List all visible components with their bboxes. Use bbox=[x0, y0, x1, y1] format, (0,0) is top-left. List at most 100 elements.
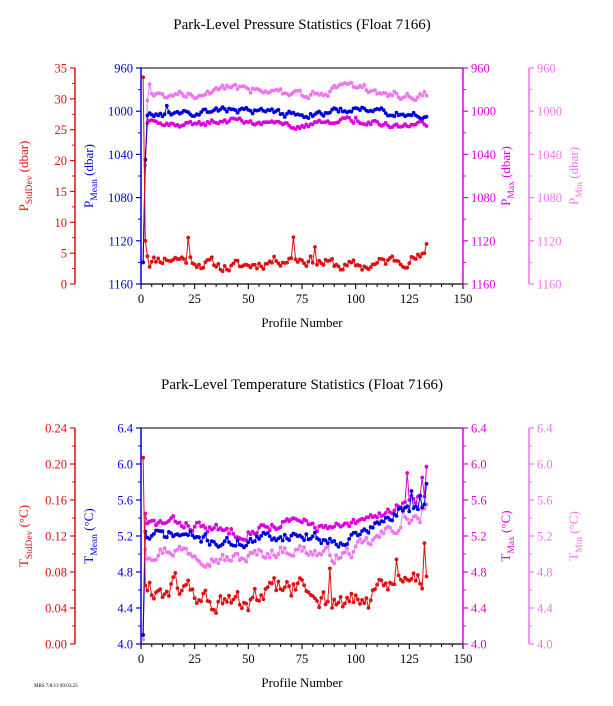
max-data-point bbox=[207, 525, 212, 530]
mean-data-point bbox=[199, 540, 204, 544]
min-data-point bbox=[225, 554, 229, 559]
stddev-data-point bbox=[328, 566, 332, 571]
min-axis-label: PMin (dbar) bbox=[566, 147, 585, 205]
stddev-data-point bbox=[396, 573, 401, 578]
stddev-data-point bbox=[315, 262, 319, 267]
max-data-point bbox=[383, 511, 388, 515]
mean-data-point bbox=[411, 110, 416, 115]
axis-label-main: P bbox=[566, 198, 581, 205]
stddev-data-point bbox=[418, 581, 422, 586]
stddev-data-point bbox=[317, 605, 322, 610]
stddev-data-point bbox=[396, 259, 401, 264]
mean-data-point bbox=[160, 529, 165, 534]
max-tick-label: 1160 bbox=[471, 278, 496, 292]
min-data-point bbox=[403, 94, 407, 99]
min-tick-label: 1080 bbox=[537, 191, 562, 205]
min-data-point bbox=[321, 549, 326, 553]
axis-label-main: T bbox=[81, 556, 96, 564]
max-data-point bbox=[375, 120, 379, 124]
max-tick-label: 6.4 bbox=[471, 422, 487, 436]
min-data-point bbox=[259, 549, 264, 554]
min-data-point bbox=[345, 546, 349, 551]
min-tick-label: 960 bbox=[537, 62, 556, 76]
stddev-data-point bbox=[295, 260, 300, 264]
stddev-data-point bbox=[152, 596, 156, 601]
max-tick-label: 5.6 bbox=[471, 494, 487, 508]
stddev-data-point bbox=[381, 257, 386, 262]
mean-data-point bbox=[207, 543, 212, 547]
mean-data-point bbox=[222, 539, 227, 544]
stddev-data-point bbox=[319, 596, 324, 600]
stddev-data-point bbox=[141, 75, 146, 80]
min-data-point bbox=[278, 545, 283, 550]
stddev-data-point bbox=[295, 581, 300, 586]
min-data-point bbox=[270, 548, 274, 553]
mean-data-point bbox=[319, 541, 324, 546]
max-data-point bbox=[323, 523, 328, 528]
mean-data-point bbox=[158, 111, 163, 116]
min-data-point bbox=[355, 539, 360, 544]
stddev-data-point bbox=[145, 254, 150, 259]
max-data-point bbox=[403, 500, 407, 504]
min-data-point bbox=[418, 520, 422, 525]
max-data-point bbox=[278, 525, 283, 529]
min-tick-label: 6.4 bbox=[537, 422, 553, 436]
min-data-point bbox=[184, 95, 189, 99]
x-tick-label: 0 bbox=[138, 652, 144, 666]
stddev-data-point bbox=[261, 267, 266, 271]
stddev-data-point bbox=[315, 599, 319, 603]
mean-data-point bbox=[420, 505, 425, 510]
stddev-data-point bbox=[186, 578, 191, 583]
mean-series bbox=[141, 481, 429, 637]
max-data-point bbox=[306, 124, 311, 129]
axis-label-unit: (°C) bbox=[16, 505, 31, 531]
max-tick-label: 5.2 bbox=[471, 530, 487, 544]
stddev-data-point bbox=[218, 594, 223, 598]
mean-data-point bbox=[203, 532, 208, 536]
min-data-point bbox=[246, 553, 251, 558]
stddev-data-point bbox=[209, 255, 214, 260]
stddev-data-point bbox=[171, 575, 176, 580]
min-data-point bbox=[405, 91, 410, 96]
mean-data-point bbox=[212, 540, 216, 544]
mean-series bbox=[141, 103, 429, 265]
min-data-point bbox=[325, 94, 330, 98]
stddev-data-point bbox=[182, 257, 186, 261]
stddev-data-point bbox=[235, 258, 240, 263]
stddev-data-point bbox=[194, 265, 199, 270]
stddev-data-point bbox=[199, 599, 204, 604]
mean-data-point bbox=[424, 114, 429, 119]
stddev-data-point bbox=[222, 597, 227, 601]
max-data-point bbox=[424, 124, 429, 128]
mean-data-point bbox=[409, 489, 414, 493]
chart-title: Park-Level Temperature Statistics (Float… bbox=[161, 377, 443, 393]
stddev-data-point bbox=[287, 584, 291, 589]
min-data-point bbox=[154, 557, 158, 562]
mean-data-point bbox=[197, 535, 201, 540]
stddev-data-point bbox=[375, 260, 379, 265]
stddev-data-point bbox=[145, 588, 150, 593]
stddev-data-point bbox=[177, 592, 182, 596]
max-data-point bbox=[192, 524, 197, 529]
mean-tick-label: 1000 bbox=[108, 105, 133, 119]
max-data-point bbox=[304, 518, 309, 523]
stddev-data-point bbox=[285, 260, 289, 265]
stddev-data-point bbox=[257, 261, 261, 266]
max-tick-label: 4.0 bbox=[471, 638, 487, 652]
max-data-point bbox=[152, 518, 156, 523]
min-series bbox=[141, 80, 429, 265]
min-data-point bbox=[220, 552, 225, 557]
axis-label-main: T bbox=[498, 554, 513, 562]
stddev-data-point bbox=[216, 599, 221, 604]
mean-data-point bbox=[162, 112, 167, 117]
max-data-point bbox=[413, 500, 418, 505]
mean-data-point bbox=[222, 107, 227, 111]
max-data-point bbox=[225, 526, 229, 531]
stddev-data-point bbox=[304, 264, 309, 268]
stddev-data-point bbox=[401, 579, 405, 584]
max-data-point bbox=[184, 521, 189, 525]
mean-data-point bbox=[227, 540, 231, 544]
stddev-data-point bbox=[173, 571, 178, 575]
max-data-point bbox=[364, 123, 369, 127]
mean-data-point bbox=[248, 108, 253, 113]
